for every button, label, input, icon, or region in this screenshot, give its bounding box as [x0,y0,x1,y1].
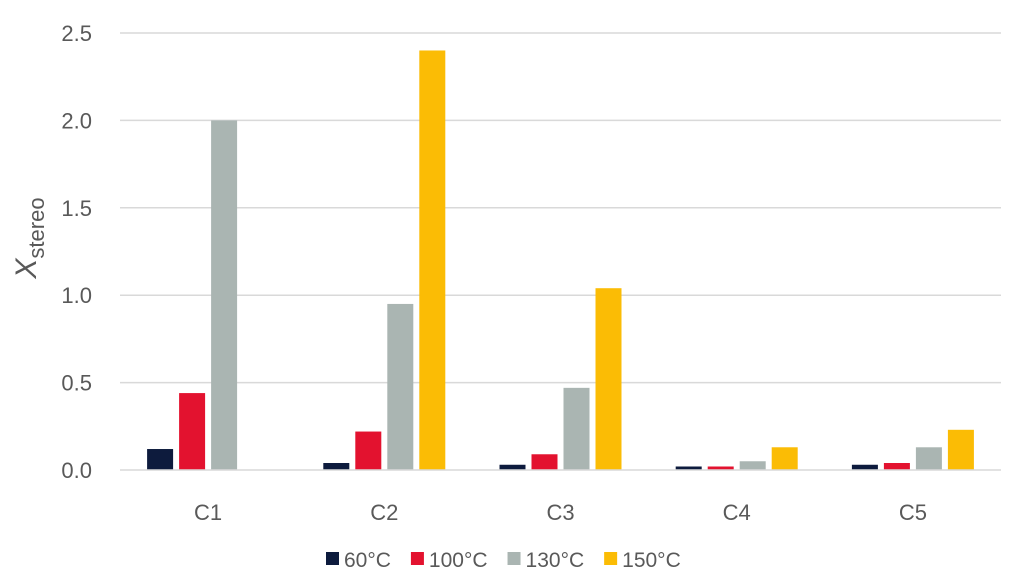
bar-c2-60c [323,463,350,470]
x-tick-label: C5 [899,500,927,525]
x-tick-label: C2 [370,500,398,525]
bar-c3-100c [531,454,558,470]
legend-label: 60°C [344,549,391,572]
bar-c4-150c [771,447,798,470]
y-tick-label: 0.0 [61,458,92,483]
y-axis-label-main: X [10,258,43,280]
bar-c2-150c [419,50,446,470]
legend-label: 150°C [622,549,681,572]
y-tick-label: 2.5 [61,21,92,46]
bar-c5-100c [883,463,910,470]
y-tick-label: 1.0 [61,283,92,308]
bar-c3-150c [595,288,622,470]
legend-item: 60°C [326,549,391,572]
y-axis-label: Xstereo [10,197,49,279]
legend-item: 150°C [604,549,681,572]
x-tick-label: C4 [723,500,751,525]
y-tick-label: 2.0 [61,108,92,133]
x-tick-labels: C1 C2 C3 C4 C5 [194,500,927,525]
legend-item: 100°C [410,549,488,572]
y-tick-label: 0.5 [61,371,92,396]
legend-swatch [326,552,339,565]
bar-c2-130c [387,303,414,470]
bar-c5-130c [915,447,942,470]
legend: 60°C 100°C 130°C 150°C [326,549,681,572]
legend-swatch [507,552,521,565]
bars [147,50,974,471]
y-tick-label: 1.5 [61,196,92,221]
y-tick-labels: 0.0 0.5 1.0 1.5 2.0 2.5 [61,21,92,483]
bar-c3-60c [499,464,526,470]
legend-item: 130°C [507,549,585,572]
bar-c4-100c [707,466,734,470]
bar-c1-100c [179,393,206,470]
bar-c4-60c [675,466,702,470]
y-axis-label-sub: stereo [24,197,49,258]
x-tick-label: C1 [194,500,222,525]
bar-c1-130c [211,120,238,471]
legend-swatch [410,552,424,565]
legend-label: 130°C [526,549,585,572]
gridlines [120,32,1001,384]
bar-c4-130c [739,461,766,470]
bar-c3-130c [563,387,590,470]
bar-c2-100c [355,431,382,470]
bar-c1-60c [147,449,174,470]
legend-swatch [604,552,618,565]
bar-c5-60c [851,464,878,470]
x-tick-label: C3 [546,500,574,525]
bar-c5-150c [947,429,974,470]
legend-label: 100°C [429,549,488,572]
